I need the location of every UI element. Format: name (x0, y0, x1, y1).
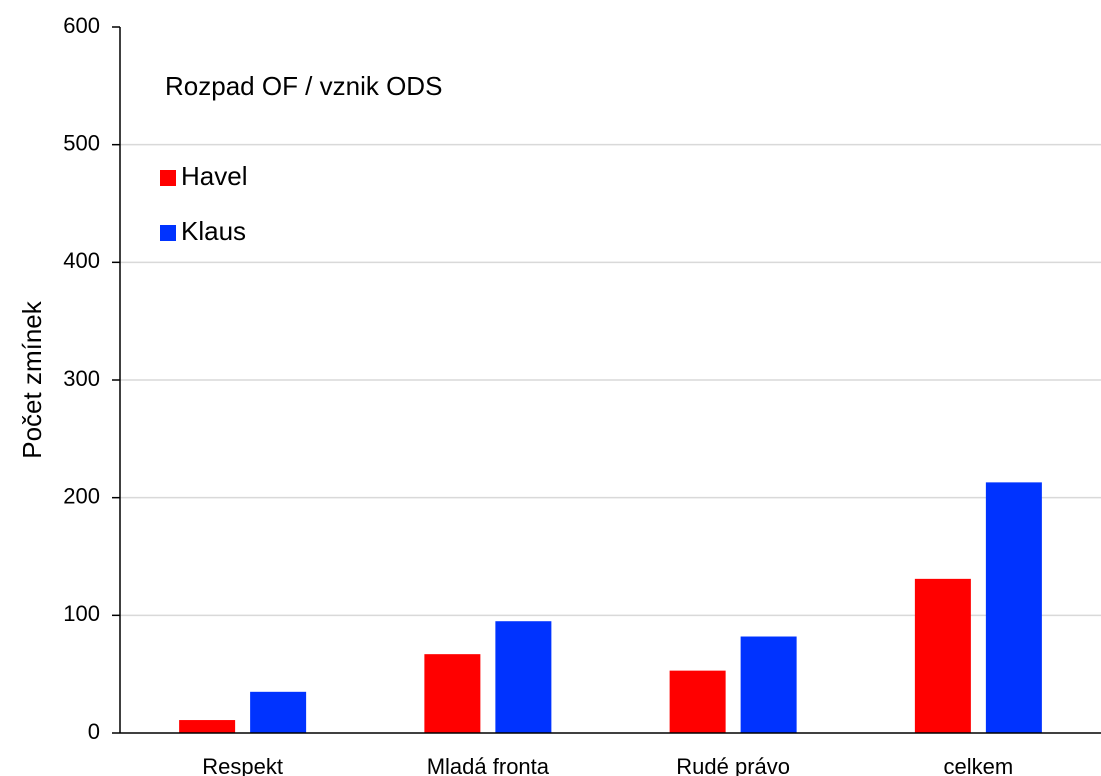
bar (914, 578, 971, 733)
bar (985, 482, 1042, 733)
bar (250, 691, 307, 733)
y-tick-label: 100 (63, 601, 100, 626)
legend-label: Klaus (181, 216, 246, 246)
y-tick-label: 400 (63, 248, 100, 273)
legend-label: Havel (181, 161, 247, 191)
bar (495, 621, 552, 733)
x-tick-label: Rudé právo (676, 754, 790, 776)
x-tick-label: celkem (944, 754, 1014, 776)
y-tick-label: 300 (63, 366, 100, 391)
y-axis-label: Počet zmínek (17, 300, 47, 459)
y-tick-label: 0 (88, 719, 100, 744)
x-tick-label: Mladá fronta (427, 754, 550, 776)
legend-swatch (160, 225, 176, 241)
bar (424, 654, 481, 733)
y-tick-label: 200 (63, 483, 100, 508)
bar (740, 636, 797, 733)
bar (669, 670, 726, 733)
legend-swatch (160, 170, 176, 186)
y-tick-label: 600 (63, 13, 100, 38)
chart-title: Rozpad OF / vznik ODS (165, 71, 442, 101)
x-tick-label: Respekt (202, 754, 283, 776)
y-tick-label: 500 (63, 130, 100, 155)
bar (179, 720, 236, 733)
